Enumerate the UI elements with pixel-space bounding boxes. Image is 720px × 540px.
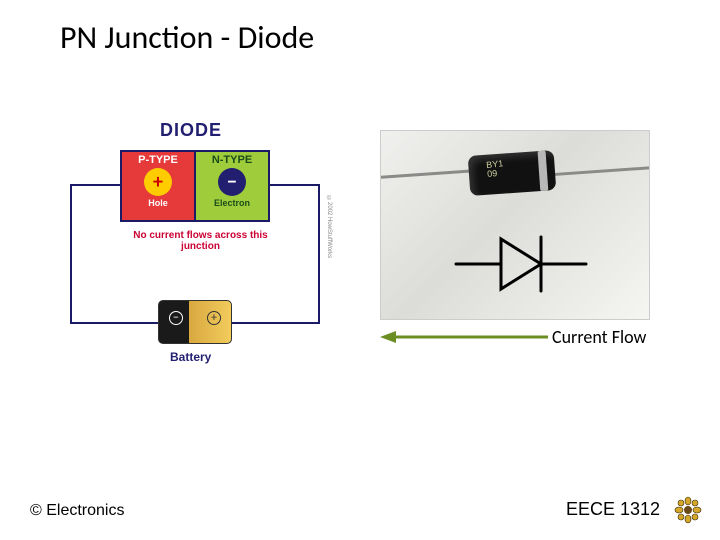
diagram-heading: DIODE [160,120,222,141]
course-code: EECE 1312 [566,499,660,520]
copyright-text: © Electronics [30,502,124,520]
junction-note: No current flows across this junction [128,230,273,252]
diode-lead [380,170,471,180]
wire [318,184,320,324]
diode-photo-panel: BY109 [380,130,650,320]
battery-icon: − + [158,300,232,344]
cathode-band [538,151,549,191]
n-type-region: N-TYPE − Electron [196,152,268,220]
pn-junction-diagram: DIODE P-TYPE + Hole N-TYPE − Electron No… [60,120,340,380]
circuit: P-TYPE + Hole N-TYPE − Electron No curre… [70,150,310,340]
p-type-label: P-TYPE [138,154,178,166]
wire [70,184,72,324]
wire [70,322,158,324]
diode-lead [551,165,650,176]
watermark-text: ©2002 HowStuffWorks [326,196,332,258]
n-type-label: N-TYPE [212,154,252,166]
slide-title: PN Junction - Diode [60,18,314,57]
electron-icon: − [218,168,246,196]
wire [270,184,320,186]
logo-icon [674,496,702,524]
current-flow-label: Current Flow [552,326,646,348]
battery-label: Battery [170,350,211,364]
current-flow-arrow-icon [380,330,550,344]
hole-label: Hole [148,198,168,208]
battery-positive-icon: + [207,311,221,325]
electron-label: Electron [214,198,250,208]
wire [232,322,320,324]
wire [70,184,120,186]
diode-marking: BY109 [486,159,505,179]
diode-symbol-icon [451,219,591,309]
diode-body: BY109 [468,150,557,196]
p-type-region: P-TYPE + Hole [122,152,196,220]
pn-junction-block: P-TYPE + Hole N-TYPE − Electron [120,150,270,222]
battery-negative-icon: − [169,311,183,325]
hole-icon: + [144,168,172,196]
